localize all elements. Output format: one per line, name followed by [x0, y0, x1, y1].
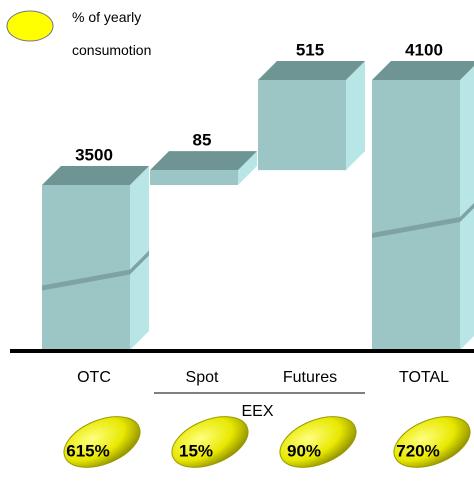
share-label: 720%	[396, 441, 439, 460]
bar-front	[150, 170, 238, 185]
value-label: 85	[193, 131, 212, 150]
bar-top	[372, 61, 474, 80]
bar-front	[42, 185, 130, 350]
bar-side	[346, 61, 365, 171]
share-label: 615%	[66, 441, 109, 460]
value-label: 4100	[405, 40, 443, 59]
bar-front	[258, 80, 346, 171]
x-tick-label: Futures	[283, 369, 337, 386]
legend-text: consumotion	[72, 42, 151, 58]
share-bubble	[279, 416, 357, 468]
x-tick-label: Spot	[186, 369, 219, 386]
bar-top	[150, 151, 257, 171]
x-tick-label: TOTAL	[399, 369, 449, 386]
bar-top	[258, 61, 365, 80]
value-label: 515	[296, 40, 324, 59]
share-bubble	[171, 416, 249, 468]
bar-front	[372, 80, 460, 350]
share-label: 90%	[287, 441, 321, 460]
legend-swatch	[6, 10, 54, 42]
bar-side	[460, 66, 474, 350]
share-bubble	[63, 416, 141, 468]
x-tick-label: OTC	[77, 369, 111, 386]
axis-break	[372, 203, 474, 238]
bar-side	[130, 166, 149, 350]
axis-break	[42, 250, 149, 291]
share-bubble	[393, 416, 471, 468]
share-label: 15%	[179, 441, 213, 460]
bar-side	[238, 151, 257, 185]
value-label: 3500	[75, 145, 113, 164]
bar-top	[42, 166, 149, 185]
legend-text: % of yearly	[72, 9, 141, 25]
group-label: EEX	[241, 403, 273, 420]
